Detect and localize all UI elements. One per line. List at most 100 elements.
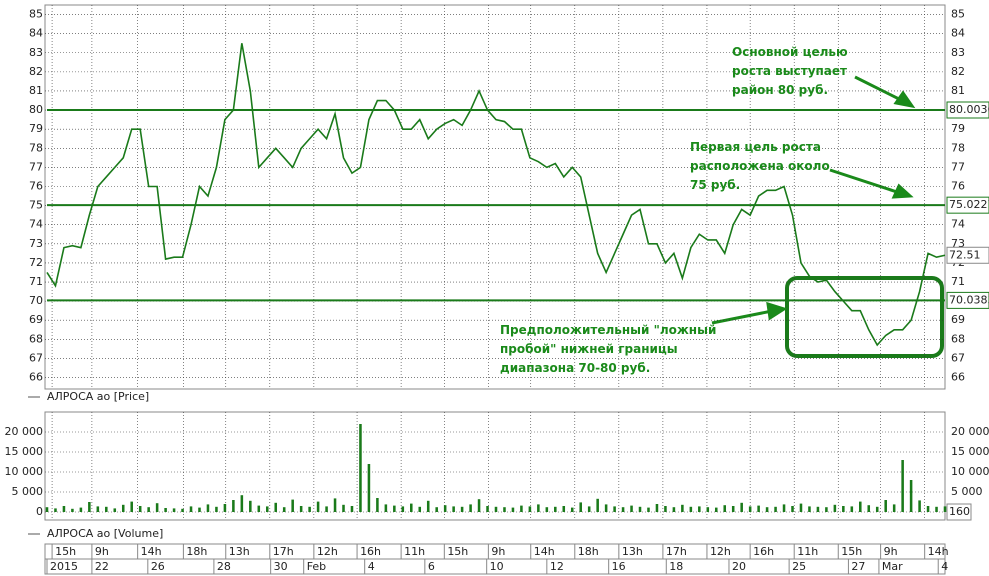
time-label: 28 <box>217 560 231 573</box>
volume-bar <box>664 506 667 512</box>
y-tick-label: 20 000 <box>5 425 44 438</box>
volume-bar <box>901 460 904 512</box>
level-label-box <box>946 196 989 214</box>
volume-bar <box>172 508 176 512</box>
volume-bar <box>299 506 303 512</box>
last-volume-label: 160 <box>949 505 970 518</box>
volume-bar <box>706 507 710 512</box>
level-label-box <box>946 101 989 119</box>
price-frame <box>44 4 946 390</box>
y2-tick-label: 78 <box>951 141 965 154</box>
volume-bar <box>376 498 379 512</box>
arrow <box>854 75 906 104</box>
volume-bar <box>189 506 193 512</box>
arrow-head <box>766 301 788 321</box>
volume-bar <box>604 504 608 512</box>
volume-bar <box>613 506 616 512</box>
volume-bar <box>96 506 100 512</box>
y-tick-label: 77 <box>29 160 43 173</box>
time-label: 25 <box>792 560 806 573</box>
price-line <box>46 43 946 347</box>
time-label: 14h <box>928 545 949 558</box>
volume-bar <box>308 506 311 512</box>
volume-bar <box>486 506 489 512</box>
volume-bar <box>206 504 210 512</box>
volume-bar <box>121 504 125 512</box>
volume-bar <box>731 506 735 512</box>
volume-bar <box>460 506 464 512</box>
volume-bar <box>528 506 532 512</box>
time-label: 16h <box>360 545 381 558</box>
volume-bar <box>418 506 422 512</box>
legend-label: АЛРОСА ао [Price] <box>47 390 149 403</box>
y-tick-label: 84 <box>29 27 43 40</box>
level-label-box <box>946 291 989 309</box>
y2-tick-label: 74 <box>951 218 965 231</box>
time-label: 16 <box>612 560 626 573</box>
level-label: 70.0383 <box>949 293 989 306</box>
volume-bar <box>198 507 201 512</box>
volume-bar <box>570 507 574 512</box>
annotation: Первая цель роста расположена около 75 руб… <box>690 140 830 192</box>
volume-bar <box>265 506 269 512</box>
last-price-label: 72.51 <box>949 248 981 261</box>
level-label: 80.0036 <box>949 103 989 116</box>
volume-bar <box>816 506 820 512</box>
volume-bar <box>647 507 650 512</box>
volume-bar <box>113 508 117 512</box>
arrow-head <box>893 90 916 109</box>
y2-tick-label: 77 <box>951 160 965 173</box>
volume-bar <box>282 507 286 512</box>
volume-bar <box>579 502 582 512</box>
volume-bar <box>359 424 362 512</box>
time-label: 15h <box>841 545 862 558</box>
volume-bar <box>943 506 947 512</box>
volume-bar <box>291 499 294 512</box>
volume-bar <box>54 508 57 512</box>
arrows <box>711 75 916 325</box>
time-label: 27 <box>851 560 865 573</box>
volume-bar <box>147 507 150 512</box>
y-tick-label: 81 <box>29 84 43 97</box>
volume-bar <box>181 508 184 512</box>
time-label: 18 <box>669 560 683 573</box>
volume-bar <box>698 506 701 512</box>
volume-bar <box>587 506 591 512</box>
volume-bar <box>630 505 633 512</box>
time-label: 17h <box>273 545 294 558</box>
y-tick-label: 79 <box>29 122 43 135</box>
volume-bar <box>325 506 328 512</box>
volume-bar <box>825 507 828 512</box>
y-tick-label: 0 <box>36 505 43 518</box>
volume-bar <box>850 506 854 512</box>
volume-bar <box>621 507 625 512</box>
volume-bar <box>316 501 320 512</box>
time-label: 9h <box>95 545 109 558</box>
y-tick-label: 72 <box>29 256 43 269</box>
volume-bar <box>410 503 413 512</box>
volume-bar <box>875 506 879 512</box>
annotation: Основной целью роста выступает район 80 ру… <box>732 45 848 97</box>
volume-bar <box>257 505 261 512</box>
y2-tick-label: 5 000 <box>951 485 983 498</box>
volume-bar <box>545 507 549 512</box>
y2-tick-label: 10 000 <box>951 465 989 478</box>
time-label: 4 <box>941 560 948 573</box>
time-label: 14h <box>534 545 555 558</box>
volume-bar <box>350 506 354 512</box>
time-label: 12h <box>710 545 731 558</box>
legend-label: АЛРОСА ао [Volume] <box>47 527 163 540</box>
volume-bar <box>452 506 455 512</box>
volume-bar <box>655 504 659 512</box>
volume-bar <box>215 506 218 512</box>
volume-bar <box>477 499 481 512</box>
volume-bar <box>689 506 693 512</box>
y2-tick-label: 15 000 <box>951 445 989 458</box>
volume-bar <box>562 506 566 512</box>
volume-bar <box>274 502 278 512</box>
arrow <box>711 309 773 325</box>
y2-tick-label: 69 <box>951 313 965 326</box>
y2-tick-label: 79 <box>951 122 965 135</box>
volume-bar <box>681 504 684 512</box>
